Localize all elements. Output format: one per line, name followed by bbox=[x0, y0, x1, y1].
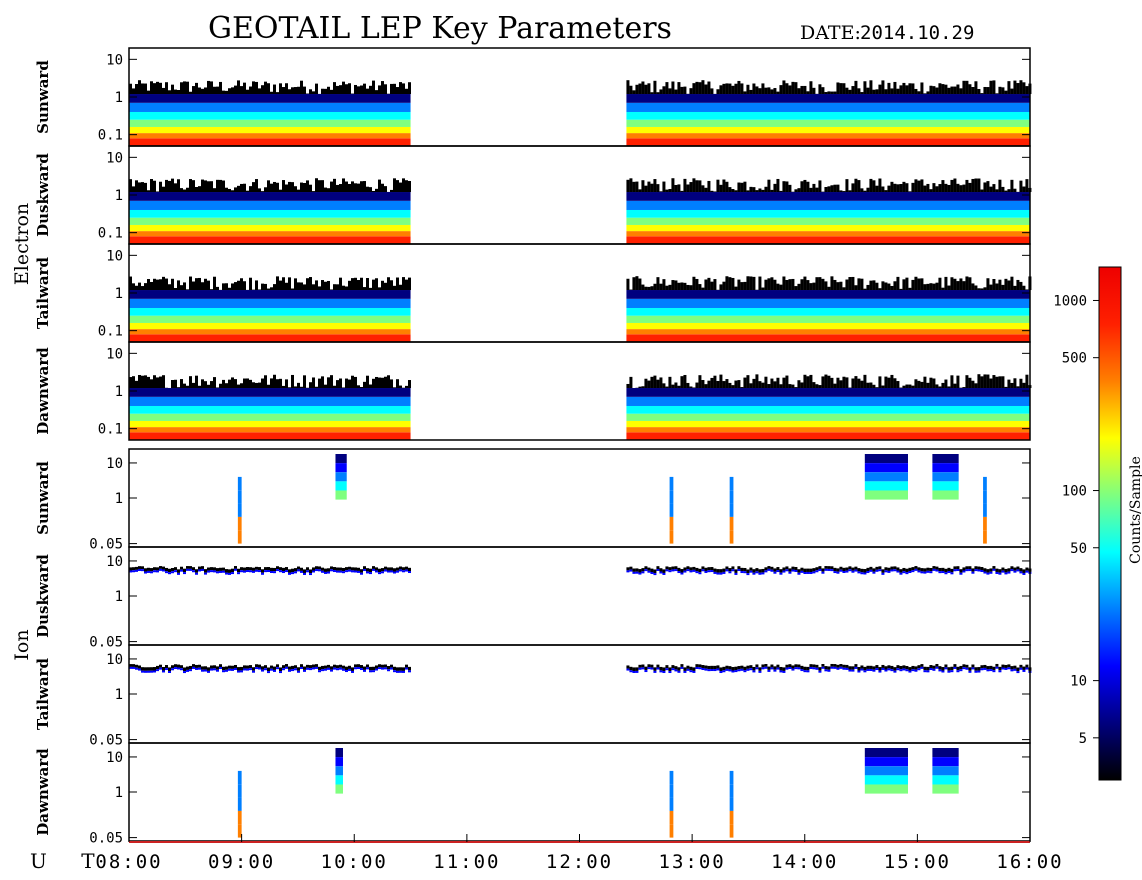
panel-label: Duskward bbox=[34, 153, 52, 237]
y-tick-label: 10 bbox=[106, 150, 123, 166]
x-tick-label: 12:00 bbox=[546, 851, 613, 873]
date-label: DATE: bbox=[800, 22, 861, 44]
spectrogram-block bbox=[729, 770, 734, 838]
spectrogram-block bbox=[335, 748, 343, 794]
y-tick-label: 10 bbox=[106, 346, 123, 362]
colorbar-tick-label: 50 bbox=[1070, 541, 1087, 557]
y-tick-label: 0.05 bbox=[89, 733, 123, 749]
y-tick-label: 10 bbox=[106, 52, 123, 68]
panel-electron-sunward: 10 1 0.1 Sunward bbox=[34, 47, 1032, 147]
panel-label: Dawnward bbox=[34, 347, 52, 435]
y-tick-label: 0.1 bbox=[98, 226, 123, 242]
spectrogram-block bbox=[129, 664, 411, 674]
x-tick-label: 09:00 bbox=[208, 851, 275, 873]
panel-ion-tailward: 10 1 0.05 Tailward bbox=[34, 644, 1032, 749]
colorbar-tick-label: 1000 bbox=[1053, 293, 1087, 309]
spectrogram-block bbox=[237, 770, 242, 838]
spectrogram-block bbox=[129, 178, 411, 244]
spectrogram-block bbox=[864, 748, 908, 794]
y-tick-label: 1 bbox=[115, 286, 123, 302]
spectrogram-block bbox=[983, 476, 987, 544]
y-tick-label: 1 bbox=[115, 589, 123, 605]
spectrogram-panels: 10 1 0.1 Sunward 10 1 0.1 Duskward 10 1 0.1 Tailwar… bbox=[11, 47, 1032, 847]
panel-label: Sunward bbox=[34, 461, 52, 535]
spectrogram-block bbox=[626, 80, 1032, 146]
time-axis: 08:00 09:00 10:00 11:00 12:00 13:00 14:00 15:00… bbox=[95, 834, 1063, 873]
colorbar-tick-label: 10 bbox=[1070, 674, 1087, 690]
spectrogram-block bbox=[626, 663, 1032, 674]
x-tick-label: 08:00 bbox=[95, 851, 162, 873]
y-tick-label: 0.05 bbox=[89, 635, 123, 651]
y-tick-label: 1 bbox=[115, 785, 123, 801]
spectrogram-block bbox=[669, 770, 674, 838]
panel-frame bbox=[128, 644, 1031, 744]
y-tick-label: 1 bbox=[115, 90, 123, 106]
panel-label: Sunward bbox=[34, 60, 52, 134]
panel-label: Tailward bbox=[34, 257, 52, 329]
y-tick-label: 0.1 bbox=[98, 422, 123, 438]
panel-ion-duskward: 10 1 0.05 Duskward bbox=[34, 546, 1032, 651]
spectrogram-block bbox=[129, 566, 411, 576]
x-axis-label: U T bbox=[30, 849, 109, 873]
y-tick-label: 1 bbox=[115, 188, 123, 204]
group-label-ion: Ion bbox=[11, 629, 33, 660]
spectrogram-block bbox=[237, 476, 242, 544]
x-tick-label: 14:00 bbox=[771, 851, 838, 873]
y-tick-label: 10 bbox=[106, 554, 123, 570]
panel-ion-dawnward: 10 1 0.05 Dawnward bbox=[34, 742, 1031, 847]
panel-electron-dawnward: 10 1 0.1 Dawnward bbox=[34, 341, 1032, 441]
x-tick-label: 15:00 bbox=[884, 851, 951, 873]
spectrogram-block bbox=[626, 276, 1032, 342]
y-tick-label: 0.05 bbox=[89, 537, 123, 553]
y-tick-label: 0.05 bbox=[89, 831, 123, 847]
y-tick-label: 10 bbox=[106, 652, 123, 668]
spectrogram-block bbox=[669, 476, 674, 544]
group-label-electron: Electron bbox=[11, 203, 33, 285]
colorbar-tick-label: 5 bbox=[1079, 731, 1087, 747]
y-tick-label: 1 bbox=[115, 491, 123, 507]
panel-ion-sunward: 10 1 0.05 Sunward bbox=[34, 448, 1031, 553]
panel-label: Duskward bbox=[34, 554, 52, 638]
colorbar-tick-label: 500 bbox=[1062, 351, 1087, 367]
colorbar: Counts/Sample 1000 500 100 50 10 5 bbox=[1053, 266, 1142, 781]
colorbar-label: Counts/Sample bbox=[1128, 456, 1142, 564]
panel-label: Dawnward bbox=[34, 748, 52, 836]
panel-electron-tailward: 10 1 0.1 Tailward bbox=[34, 243, 1032, 343]
y-tick-label: 1 bbox=[115, 687, 123, 703]
y-tick-label: 10 bbox=[106, 248, 123, 264]
spectrogram-block bbox=[129, 374, 411, 440]
x-tick-label: 11:00 bbox=[433, 851, 500, 873]
x-tick-label: 13:00 bbox=[659, 851, 726, 873]
spectrogram-block bbox=[932, 454, 959, 500]
spectrogram-block bbox=[129, 80, 411, 146]
spectrogram-block bbox=[729, 476, 734, 544]
spectrogram-block bbox=[129, 276, 411, 342]
x-tick-label: 16:00 bbox=[996, 851, 1063, 873]
y-tick-label: 0.1 bbox=[98, 324, 123, 340]
colorbar-tick-label: 100 bbox=[1062, 484, 1087, 500]
spectrogram-block bbox=[626, 178, 1032, 244]
x-tick-label: 10:00 bbox=[321, 851, 388, 873]
panel-electron-duskward: 10 1 0.1 Duskward bbox=[34, 145, 1032, 245]
spectrogram-block bbox=[932, 748, 959, 794]
panel-label: Tailward bbox=[34, 658, 52, 730]
colorbar-gradient bbox=[1098, 266, 1122, 781]
spectrogram-block bbox=[626, 566, 1032, 576]
spectrogram-block bbox=[626, 374, 1032, 440]
y-tick-label: 10 bbox=[106, 456, 123, 472]
panel-frame bbox=[128, 546, 1031, 646]
plot-title: GEOTAIL LEP Key Parameters bbox=[208, 11, 672, 46]
y-tick-label: 0.1 bbox=[98, 128, 123, 144]
spectrogram-block bbox=[864, 454, 908, 500]
date-value: 2014.10.29 bbox=[860, 22, 974, 44]
y-tick-label: 10 bbox=[106, 750, 123, 766]
spectrogram-block bbox=[335, 454, 347, 500]
y-tick-label: 1 bbox=[115, 384, 123, 400]
